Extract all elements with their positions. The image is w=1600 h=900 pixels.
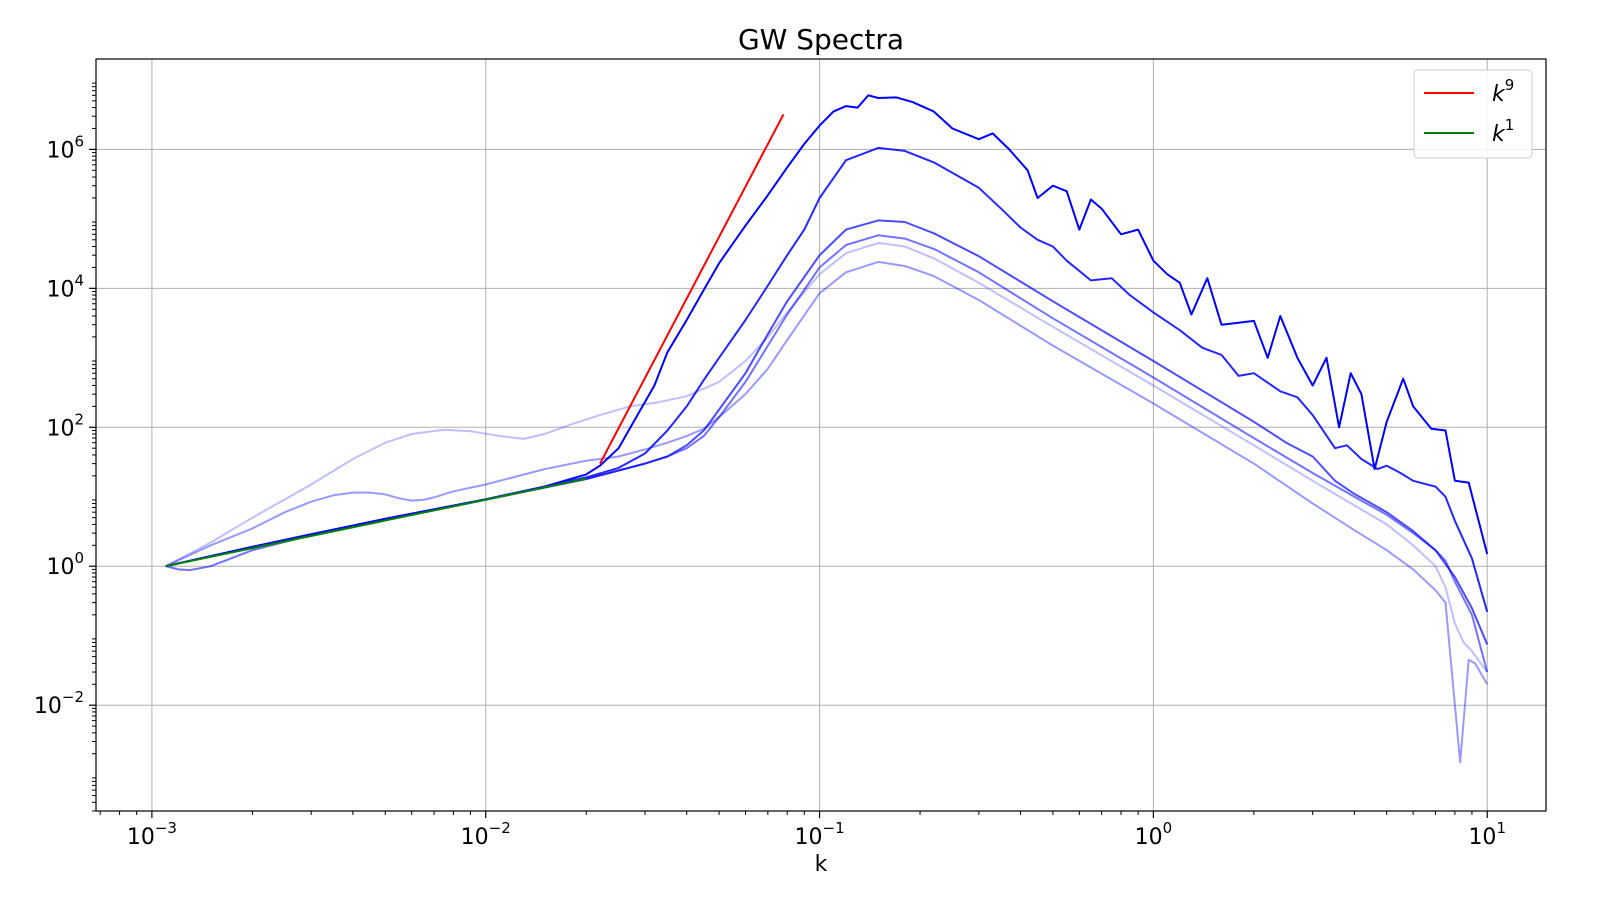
spectrum-line-6 <box>165 94 1489 568</box>
x-tick-label: 10−1 <box>795 819 845 850</box>
reference-line-2 <box>165 477 587 568</box>
chart-title: GW Spectra <box>738 23 904 56</box>
x-tick-label: 10−3 <box>127 819 177 850</box>
legend-label-base: k <box>1492 122 1506 147</box>
legend-label: k1 <box>1492 116 1514 147</box>
series-layer <box>165 94 1489 764</box>
x-axis-label: k <box>815 852 828 877</box>
x-tick-label: 101 <box>1468 819 1506 850</box>
x-tick-exponent: −2 <box>489 819 511 837</box>
spectrum-line-2 <box>165 260 1489 764</box>
y-tick-base: 10 <box>46 138 74 163</box>
x-tick-exponent: 0 <box>1163 819 1173 837</box>
spectrum-line-5 <box>165 146 1489 613</box>
y-tick-label: 10−2 <box>34 688 84 719</box>
spectrum-line-4 <box>165 219 1489 645</box>
plot-frame <box>95 58 1547 812</box>
y-tick-label: 104 <box>46 271 84 302</box>
x-axis-ticks: 10−3 10−2 10−1 100 101 <box>99 811 1506 850</box>
y-tick-base: 10 <box>34 694 62 719</box>
x-tick-base: 10 <box>1135 825 1163 850</box>
y-tick-exponent: 0 <box>74 549 84 567</box>
x-tick-exponent: −3 <box>155 819 177 837</box>
reference-line-1 <box>599 113 785 465</box>
y-tick-label: 100 <box>46 549 84 580</box>
legend-label-exponent: 1 <box>1505 116 1515 134</box>
reference-lines <box>165 113 785 568</box>
y-tick-exponent: 6 <box>74 132 84 150</box>
legend-label: k9 <box>1492 76 1514 107</box>
y-tick-base: 10 <box>46 277 74 302</box>
x-tick-base: 10 <box>127 825 155 850</box>
y-tick-base: 10 <box>46 416 74 441</box>
legend-label-exponent: 9 <box>1505 76 1515 94</box>
x-tick-label: 100 <box>1135 819 1173 850</box>
x-tick-label: 10−2 <box>461 819 511 850</box>
x-tick-base: 10 <box>1468 825 1496 850</box>
legend-box <box>1413 69 1533 159</box>
y-tick-exponent: 4 <box>74 271 84 289</box>
spectrum-line-1 <box>165 242 1489 673</box>
y-tick-label: 102 <box>46 410 84 441</box>
y-tick-label: 106 <box>46 132 84 163</box>
grid-lines <box>96 59 1546 811</box>
y-tick-exponent: 2 <box>74 410 84 428</box>
x-tick-base: 10 <box>795 825 823 850</box>
y-tick-base: 10 <box>46 555 74 580</box>
x-tick-exponent: 1 <box>1496 819 1506 837</box>
x-tick-exponent: −1 <box>823 819 845 837</box>
legend-label-base: k <box>1492 82 1506 107</box>
y-tick-exponent: −2 <box>62 688 84 706</box>
x-tick-base: 10 <box>461 825 489 850</box>
